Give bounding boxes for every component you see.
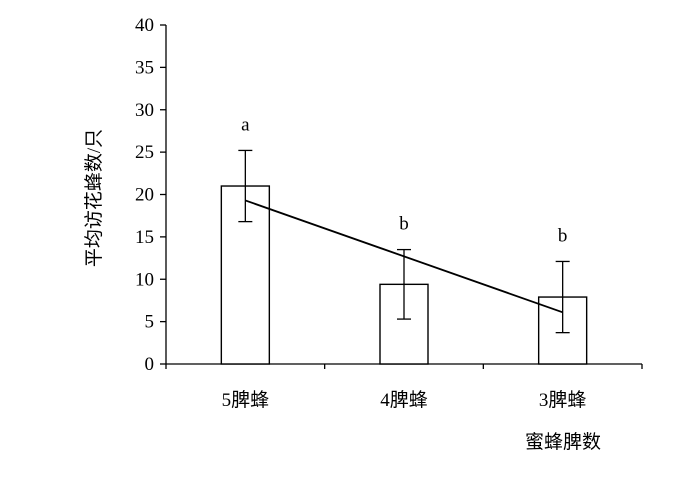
y-tick-label: 40 (135, 15, 154, 36)
y-tick-label: 15 (135, 227, 154, 248)
x-axis-label: 蜜蜂脾数 (525, 431, 601, 453)
x-tick-label: 5脾蜂 (222, 389, 270, 411)
trend-line (245, 199, 563, 314)
y-tick-label: 30 (135, 100, 154, 121)
significance-label: b (399, 214, 409, 235)
x-tick-label: 3脾蜂 (539, 389, 587, 411)
significance-label: a (241, 114, 250, 135)
significance-label: b (558, 225, 568, 246)
y-tick-label: 35 (135, 57, 154, 78)
y-tick-label: 10 (135, 269, 154, 290)
y-tick-label: 0 (145, 354, 155, 375)
y-axis-label: 平均访花蜂数/只 (83, 129, 105, 267)
y-tick-label: 20 (135, 185, 154, 206)
y-tick-label: 5 (145, 312, 155, 333)
x-tick-label: 4脾蜂 (380, 389, 428, 411)
y-tick-label: 25 (135, 142, 154, 163)
